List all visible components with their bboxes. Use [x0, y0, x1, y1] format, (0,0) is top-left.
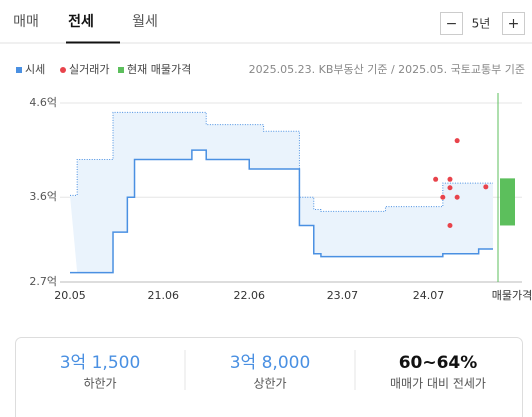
legend-label: 현재 매물가격 — [127, 63, 191, 76]
deal-point — [454, 194, 460, 200]
deal-point — [447, 185, 453, 191]
x-tick-label: 21.06 — [147, 289, 179, 302]
lower-line — [70, 149, 493, 274]
deal-point — [454, 138, 460, 144]
deal-point — [447, 222, 453, 228]
y-tick-label: 4.6억 — [29, 96, 57, 109]
listing-range — [500, 178, 515, 226]
legend-swatch — [60, 67, 66, 73]
summary-label: 상한가 — [253, 377, 286, 391]
legend-swatch — [118, 67, 124, 73]
x-tick-label: 23.07 — [327, 289, 359, 302]
band-area — [70, 112, 493, 273]
tab[interactable]: 월세 — [132, 14, 158, 30]
x-tick-label: 20.05 — [54, 289, 86, 302]
legend-label: 시세 — [25, 63, 45, 76]
x-tick-label: 22.06 — [233, 289, 265, 302]
x-tick-label: 매물가격 — [492, 289, 532, 302]
legend-label: 실거래가 — [69, 63, 109, 76]
period-label: 5년 — [472, 17, 491, 31]
minus-button[interactable] — [440, 12, 463, 35]
plus-button[interactable] — [502, 12, 525, 35]
x-tick-label: 24.07 — [413, 289, 445, 302]
deal-point — [483, 184, 489, 190]
summary-label: 매매가 대비 전세가 — [390, 377, 486, 391]
source: 2025.05.23. KB부동산 기준 / 2025.05. 국토교통부 기준 — [249, 63, 525, 76]
y-tick-label: 3.6억 — [29, 190, 57, 203]
tab[interactable]: 매매 — [13, 14, 39, 30]
summary-value: 60~64% — [399, 353, 478, 373]
summary-box — [15, 337, 523, 417]
summary-label: 하한가 — [83, 377, 116, 391]
minus-label: − — [446, 16, 458, 32]
deal-point — [447, 176, 453, 182]
summary-value: 3억 1,500 — [60, 353, 141, 373]
tab-active[interactable]: 전세 — [68, 13, 94, 30]
plus-label: + — [508, 16, 520, 32]
deal-point — [433, 176, 439, 182]
legend-swatch — [16, 67, 22, 73]
deal-point — [440, 194, 446, 200]
upper-line — [70, 111, 493, 212]
y-tick-label: 2.7억 — [29, 275, 57, 288]
summary-value: 3억 8,000 — [230, 353, 311, 373]
